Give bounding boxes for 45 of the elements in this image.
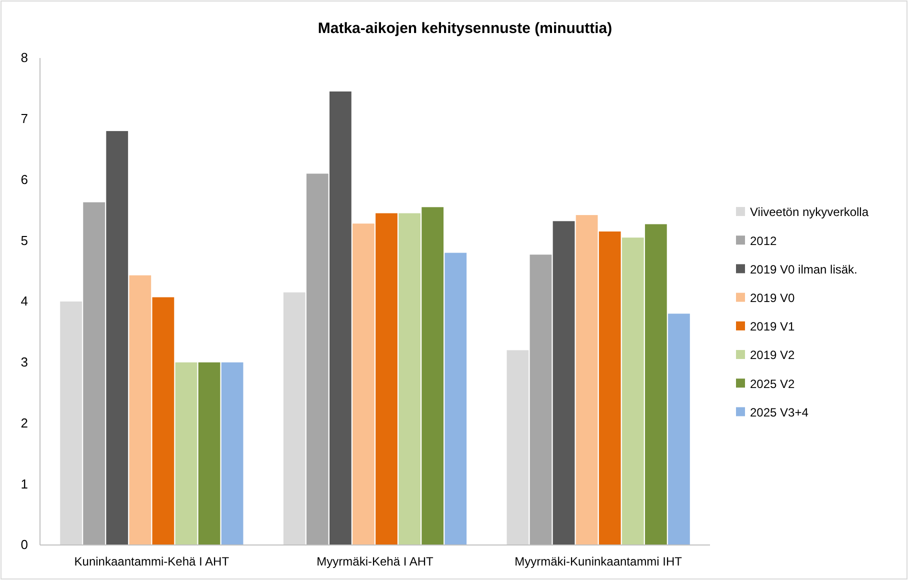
legend-label: 2019 V0 ilman lisäk.	[750, 262, 858, 276]
bar	[506, 350, 529, 545]
bar	[330, 91, 352, 545]
legend-label: 2019 V1	[750, 320, 796, 334]
bar	[352, 224, 374, 545]
bar	[60, 302, 82, 545]
y-tick-label: 6	[20, 172, 28, 187]
bar	[152, 297, 174, 545]
bar	[198, 362, 220, 545]
bar	[306, 174, 328, 545]
legend-label: 2025 V3+4	[750, 405, 809, 420]
y-tick-label: 7	[20, 111, 28, 126]
y-tick-label: 8	[20, 50, 28, 66]
bar	[376, 213, 398, 545]
y-tick-label: 1	[20, 476, 28, 492]
chart-title: Matka-aikojen kehitysennuste (minuuttia)	[318, 20, 612, 37]
bar	[576, 215, 598, 545]
y-tick-label: 5	[20, 232, 28, 248]
bar	[422, 207, 444, 545]
legend-label: 2012	[750, 234, 778, 248]
bar	[283, 292, 306, 545]
y-tick-label: 4	[20, 294, 28, 309]
bar	[444, 252, 467, 545]
y-tick-label: 3	[20, 354, 28, 370]
bar	[644, 224, 667, 545]
legend-label: 2019 V2	[750, 348, 796, 362]
x-tick-label: Myyrmäki-Kehä I AHT	[316, 554, 434, 569]
bar	[398, 213, 420, 545]
bar	[552, 221, 575, 545]
bar	[175, 362, 198, 545]
bar	[598, 231, 621, 545]
bar	[106, 131, 128, 545]
legend-label: 2025 V2	[750, 376, 796, 391]
y-tick-label: 2	[20, 415, 28, 430]
bar	[129, 275, 152, 545]
bar	[83, 202, 106, 545]
bar	[622, 238, 644, 545]
x-tick-label: Myyrmäki-Kuninkaantammi IHT	[514, 554, 683, 569]
x-tick-label: Kuninkaantammi-Kehä I AHT	[74, 554, 230, 569]
bar	[221, 362, 244, 545]
bar	[668, 314, 690, 545]
y-tick-label: 0	[20, 537, 28, 552]
bar	[530, 254, 552, 545]
legend-label: 2019 V0	[750, 291, 796, 305]
legend-label: Viiveetön nykyverkolla	[750, 205, 869, 220]
